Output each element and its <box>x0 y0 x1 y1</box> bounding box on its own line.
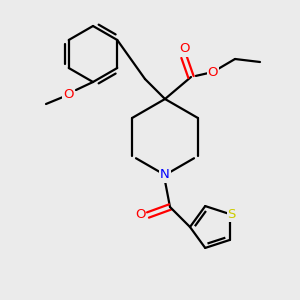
Text: O: O <box>63 88 73 100</box>
Text: O: O <box>179 43 189 56</box>
Text: S: S <box>228 208 236 220</box>
Text: N: N <box>160 169 170 182</box>
Text: O: O <box>208 65 218 79</box>
Text: O: O <box>135 208 145 221</box>
